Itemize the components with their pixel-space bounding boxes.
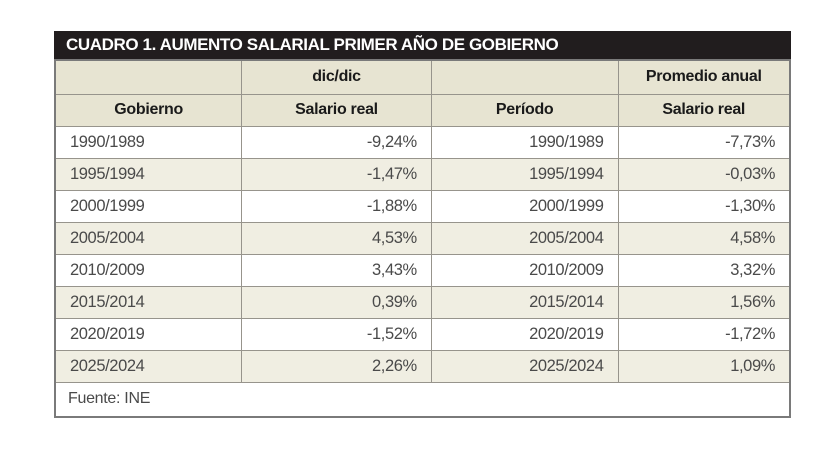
cell-salario-real: 4,53% bbox=[241, 221, 432, 255]
cell-gobierno: 2010/2009 bbox=[54, 253, 243, 287]
cell-gobierno: 2000/1999 bbox=[54, 189, 243, 223]
cell-periodo: 2005/2004 bbox=[430, 221, 619, 255]
cell-salario-real: 3,32% bbox=[617, 253, 791, 287]
table-row: 2005/2004 4,53% 2005/2004 4,58% bbox=[54, 221, 791, 255]
table-row: 2015/2014 0,39% 2015/2014 1,56% bbox=[54, 285, 791, 319]
cell-periodo: 2025/2024 bbox=[430, 349, 619, 383]
salary-table: dic/dic Promedio anual Gobierno Salario … bbox=[54, 59, 791, 418]
cell-salario-real: -1,47% bbox=[241, 157, 432, 191]
cell-periodo: 2000/1999 bbox=[430, 189, 619, 223]
cell-periodo: 2010/2009 bbox=[430, 253, 619, 287]
table-row: 1990/1989 -9,24% 1990/1989 -7,73% bbox=[54, 125, 791, 159]
table-row: 1995/1994 -1,47% 1995/1994 -0,03% bbox=[54, 157, 791, 191]
header-group-empty-1 bbox=[54, 59, 243, 95]
header-group-row: dic/dic Promedio anual bbox=[54, 59, 791, 95]
cell-salario-real: 1,09% bbox=[617, 349, 791, 383]
table-row: 2010/2009 3,43% 2010/2009 3,32% bbox=[54, 253, 791, 287]
table-row: 2025/2024 2,26% 2025/2024 1,09% bbox=[54, 349, 791, 383]
cell-gobierno: 2005/2004 bbox=[54, 221, 243, 255]
cell-salario-real: 0,39% bbox=[241, 285, 432, 319]
cell-gobierno: 2025/2024 bbox=[54, 349, 243, 383]
cell-salario-real: -1,52% bbox=[241, 317, 432, 351]
source-row: Fuente: INE bbox=[54, 381, 791, 418]
cell-gobierno: 2020/2019 bbox=[54, 317, 243, 351]
cell-salario-real: 4,58% bbox=[617, 221, 791, 255]
table-row: 2020/2019 -1,52% 2020/2019 -1,72% bbox=[54, 317, 791, 351]
cell-gobierno: 1990/1989 bbox=[54, 125, 243, 159]
header-salario-real-promedio: Salario real bbox=[617, 93, 791, 127]
cell-periodo: 2020/2019 bbox=[430, 317, 619, 351]
cell-gobierno: 1995/1994 bbox=[54, 157, 243, 191]
cell-salario-real: 3,43% bbox=[241, 253, 432, 287]
cell-periodo: 1990/1989 bbox=[430, 125, 619, 159]
salary-table-card: CUADRO 1. AUMENTO SALARIAL PRIMER AÑO DE… bbox=[54, 31, 791, 418]
cell-periodo: 2015/2014 bbox=[430, 285, 619, 319]
cell-salario-real: -0,03% bbox=[617, 157, 791, 191]
cell-salario-real: -1,30% bbox=[617, 189, 791, 223]
cell-salario-real: 1,56% bbox=[617, 285, 791, 319]
header-group-empty-2 bbox=[430, 59, 619, 95]
table-title: CUADRO 1. AUMENTO SALARIAL PRIMER AÑO DE… bbox=[54, 31, 791, 59]
source-label: Fuente: INE bbox=[54, 381, 791, 418]
header-gobierno: Gobierno bbox=[54, 93, 243, 127]
table-row: 2000/1999 -1,88% 2000/1999 -1,30% bbox=[54, 189, 791, 223]
header-salario-real-dic: Salario real bbox=[241, 93, 432, 127]
header-periodo: Período bbox=[430, 93, 619, 127]
cell-salario-real: 2,26% bbox=[241, 349, 432, 383]
cell-salario-real: -9,24% bbox=[241, 125, 432, 159]
cell-gobierno: 2015/2014 bbox=[54, 285, 243, 319]
header-group-dic-dic: dic/dic bbox=[241, 59, 432, 95]
header-row: Gobierno Salario real Período Salario re… bbox=[54, 93, 791, 127]
table-body: 1990/1989 -9,24% 1990/1989 -7,73% 1995/1994-… bbox=[54, 125, 791, 383]
cell-salario-real: -7,73% bbox=[617, 125, 791, 159]
header-group-promedio-anual: Promedio anual bbox=[617, 59, 791, 95]
cell-salario-real: -1,72% bbox=[617, 317, 791, 351]
cell-salario-real: -1,88% bbox=[241, 189, 432, 223]
cell-periodo: 1995/1994 bbox=[430, 157, 619, 191]
